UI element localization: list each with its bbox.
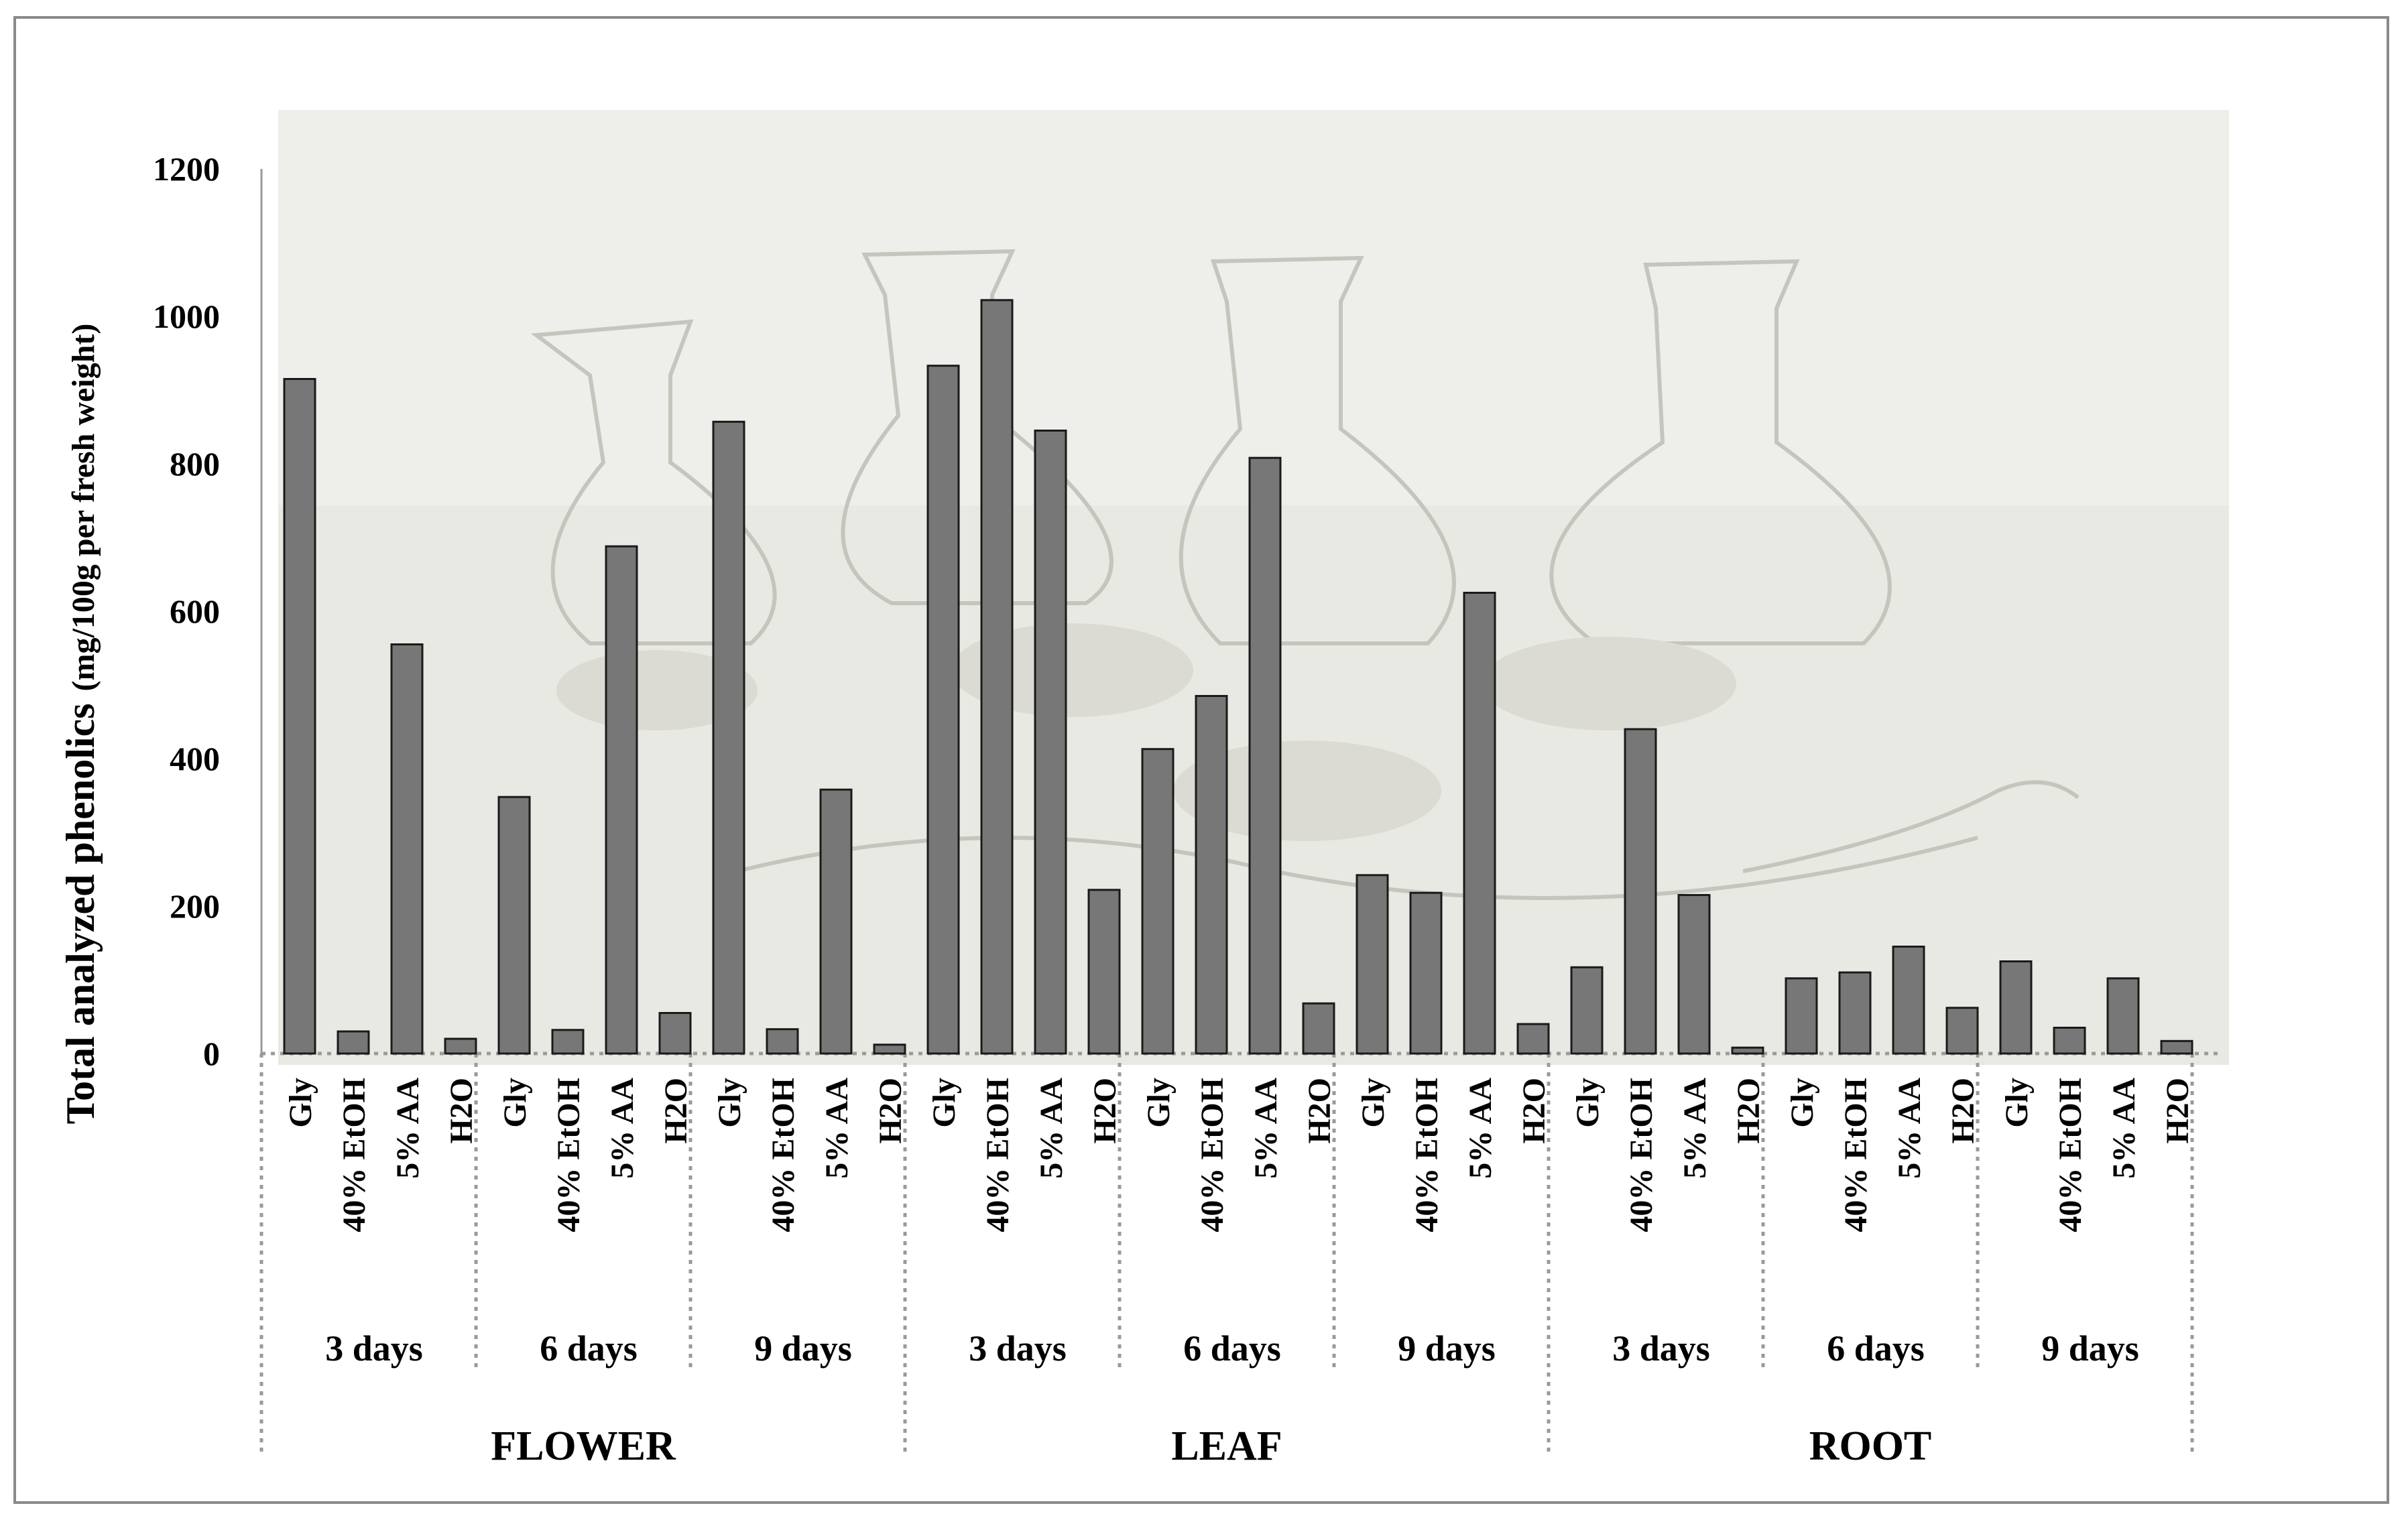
bar-flower-3-4 <box>873 1043 906 1055</box>
bar-flower-1-2 <box>337 1030 370 1055</box>
period-label: 3 days <box>325 1328 423 1369</box>
bar-flower-3-1 <box>712 420 745 1055</box>
bar-root-1-4 <box>1731 1046 1764 1055</box>
bar-flower-2-1 <box>497 796 531 1055</box>
period-label: 6 days <box>540 1328 638 1369</box>
x-tick-label: H2O <box>1945 1078 1981 1144</box>
bar-root-1-2 <box>1624 728 1657 1055</box>
bar-root-2-3 <box>1892 946 1925 1055</box>
bar-root-3-3 <box>2106 977 2140 1055</box>
bar-flower-2-4 <box>658 1012 692 1055</box>
bar-leaf-1-1 <box>926 365 960 1055</box>
y-tick-label: 1000 <box>153 298 220 335</box>
bar-flower-3-3 <box>819 788 853 1055</box>
bar-leaf-3-3 <box>1463 592 1496 1055</box>
bar-root-2-4 <box>1945 1007 1979 1055</box>
x-tick-label: 5% AA <box>605 1078 640 1179</box>
x-tick-label: H2O <box>1731 1078 1766 1144</box>
x-tick-label: 5% AA <box>1248 1078 1284 1179</box>
y-tick-label: 600 <box>170 592 220 630</box>
bar-root-3-1 <box>1999 960 2033 1055</box>
x-tick-label: 40% EtOH <box>980 1078 1016 1232</box>
x-tick-label: 40% EtOH <box>766 1078 801 1232</box>
organ-label: FLOWER <box>491 1423 676 1469</box>
period-label: 3 days <box>1612 1328 1710 1369</box>
x-tick-label: Gly <box>1999 1078 2035 1128</box>
y-axis-title-main: Total analyzed phenolics <box>58 703 103 1124</box>
x-tick-label: 40% EtOH <box>1838 1078 1874 1232</box>
x-tick-label: 40% EtOH <box>1195 1078 1230 1232</box>
bar-leaf-1-3 <box>1034 430 1067 1055</box>
bar-leaf-2-4 <box>1302 1002 1335 1055</box>
x-tick-label: 40% EtOH <box>2053 1078 2088 1232</box>
y-tick-label: 200 <box>170 887 220 925</box>
x-tick-label: H2O <box>658 1078 694 1144</box>
x-tick-label: Gly <box>712 1078 747 1128</box>
x-tick-label: 5% AA <box>819 1078 855 1179</box>
category-labels: Gly 40% EtOH 5% AA H2O 3 days Gly 40% EtOH 5% A… <box>283 1078 2195 1469</box>
y-tick-label: 800 <box>170 445 220 483</box>
x-tick-label: H2O <box>1087 1078 1123 1144</box>
period-label: 9 days <box>1398 1328 1496 1369</box>
y-tick-label: 1200 <box>153 150 220 188</box>
x-tick-label: 40% EtOH <box>1409 1078 1445 1232</box>
bar-flower-1-4 <box>444 1037 477 1055</box>
y-tick-label: 400 <box>170 740 220 777</box>
bar-leaf-1-4 <box>1087 889 1121 1055</box>
bar-flower-2-2 <box>551 1029 585 1055</box>
bar-flower-2-3 <box>605 545 638 1055</box>
x-tick-label: 5% AA <box>390 1078 426 1179</box>
bar-leaf-2-1 <box>1141 748 1175 1055</box>
x-tick-label: H2O <box>1516 1078 1552 1144</box>
period-label: 9 days <box>754 1328 852 1369</box>
x-tick-label: Gly <box>1356 1078 1391 1128</box>
bar-leaf-3-2 <box>1409 891 1443 1055</box>
x-tick-label: 5% AA <box>1677 1078 1713 1179</box>
x-tick-label: H2O <box>2160 1078 2195 1144</box>
period-label: 6 days <box>1827 1328 1925 1369</box>
bar-root-3-4 <box>2160 1039 2193 1055</box>
x-tick-label: H2O <box>444 1078 479 1144</box>
x-tick-label: 5% AA <box>1034 1078 1069 1179</box>
bar-leaf-3-4 <box>1516 1023 1550 1055</box>
x-tick-label: Gly <box>1141 1078 1177 1128</box>
bar-leaf-2-3 <box>1248 456 1282 1055</box>
x-tick-label: Gly <box>926 1078 962 1128</box>
x-tick-label: 5% AA <box>2106 1078 2142 1179</box>
bar-root-1-3 <box>1677 894 1711 1055</box>
x-tick-label: Gly <box>1570 1078 1606 1128</box>
bar-leaf-2-2 <box>1195 695 1228 1055</box>
bar-root-1-1 <box>1570 966 1604 1055</box>
x-tick-label: 5% AA <box>1463 1078 1498 1179</box>
y-axis-title-unit: (mg/100g per fresh weight) <box>66 324 101 692</box>
bar-root-2-2 <box>1838 971 1872 1055</box>
organ-label: LEAF <box>1171 1423 1282 1469</box>
x-tick-label: Gly <box>497 1078 533 1128</box>
period-label: 6 days <box>1183 1328 1281 1369</box>
x-tick-label: 5% AA <box>1892 1078 1927 1179</box>
bar-leaf-1-2 <box>980 299 1014 1055</box>
bar-flower-3-2 <box>766 1028 799 1055</box>
x-tick-label: H2O <box>873 1078 908 1144</box>
y-axis-title: Total analyzed phenolics (mg/100g per fr… <box>58 324 103 1125</box>
period-label: 9 days <box>2041 1328 2139 1369</box>
organ-label: ROOT <box>1809 1423 1932 1469</box>
y-axis: 0 200 400 600 800 1000 1200 <box>153 150 2219 1454</box>
y-tick-label: 0 <box>203 1035 220 1072</box>
x-tick-label: 40% EtOH <box>337 1078 372 1232</box>
bar-flower-1-3 <box>390 643 424 1055</box>
bars <box>283 299 2193 1055</box>
bar-root-3-2 <box>2053 1027 2086 1055</box>
bar-flower-1-1 <box>283 378 316 1055</box>
period-label: 3 days <box>969 1328 1067 1369</box>
x-tick-label: H2O <box>1302 1078 1337 1144</box>
bar-root-2-1 <box>1785 977 1818 1055</box>
bar-leaf-3-1 <box>1356 874 1389 1055</box>
x-tick-label: Gly <box>283 1078 318 1128</box>
x-tick-label: Gly <box>1785 1078 1820 1128</box>
x-tick-label: 40% EtOH <box>551 1078 587 1232</box>
x-tick-label: 40% EtOH <box>1624 1078 1659 1232</box>
